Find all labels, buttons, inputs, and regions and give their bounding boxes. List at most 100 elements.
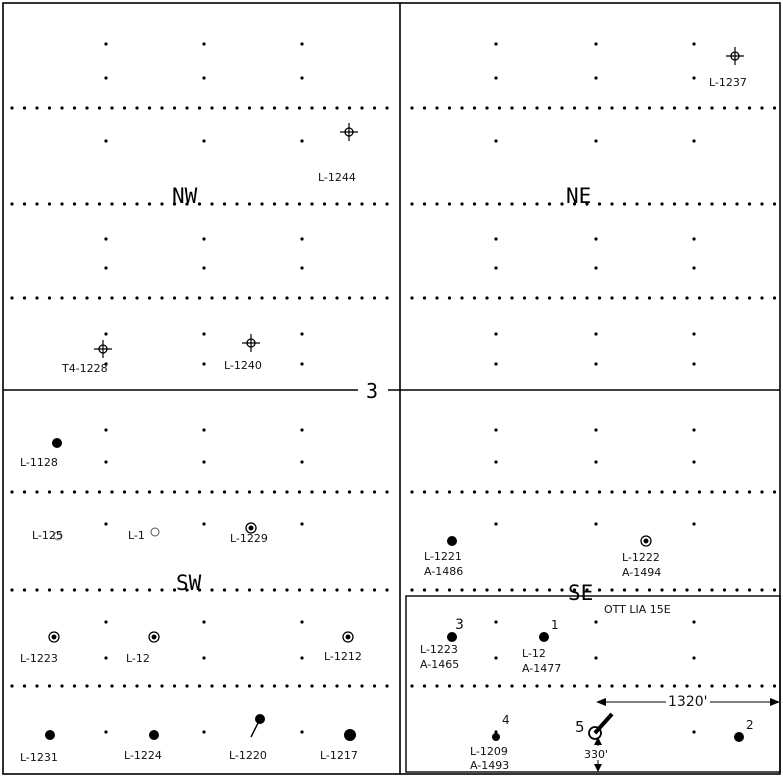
well-label: L-125 [32,529,63,542]
grid-dot [197,106,202,110]
grid-dot [210,684,214,688]
grid-dot [447,106,452,110]
grid-dot [672,202,677,206]
grid-dot [135,684,139,688]
grid-dot [472,106,477,110]
grid-dot [122,684,127,688]
grid-dot [360,296,364,300]
grid-dot [510,106,514,110]
grid-dot [222,106,227,110]
grid-dot [497,202,502,206]
grid-dot [747,588,752,592]
grid-dot [460,588,464,592]
well-label: L-1229 [230,532,268,545]
grid-dot [672,490,677,494]
grid-dot [610,490,614,494]
grid-dot [535,106,539,110]
grid-dot [10,106,14,110]
grid-dot [247,296,252,300]
grid-dot [202,42,206,46]
grid-dot [160,202,164,206]
grid-dot [610,684,614,688]
grid-dot [672,588,677,592]
grid-dot [692,332,696,336]
grid-dot [97,106,102,110]
grid-dot [104,362,108,366]
grid-dot [347,296,352,300]
grid-dot [560,202,564,206]
grid-dot [372,684,377,688]
grid-dot [222,490,227,494]
grid-dot [410,588,414,592]
grid-dot [722,106,727,110]
grid-dot [202,522,206,526]
grid-dot [747,296,752,300]
grid-dot [692,76,696,80]
grid-dot [422,490,427,494]
grid-dot [692,237,696,241]
grid-dot [472,588,477,592]
grid-dot [594,656,598,660]
grid-dot [735,588,739,592]
dimension-label-bg [582,746,616,760]
well-label: L-1244 [318,171,356,184]
grid-dot [272,684,277,688]
grid-dot [297,106,302,110]
grid-dot [72,588,77,592]
grid-dot [494,139,498,143]
grid-dot [97,684,102,688]
grid-dot [522,588,527,592]
grid-dot [160,588,164,592]
grid-dot [635,490,639,494]
grid-dot [447,684,452,688]
well-location-icon [726,47,744,65]
grid-dot [622,106,627,110]
grid-dot [35,202,39,206]
grid-dot [300,620,304,624]
grid-dot [585,202,589,206]
grid-dot [60,588,64,592]
grid-dot [235,106,239,110]
grid-dot [435,588,439,592]
grid-dot [597,588,602,592]
grid-dot [635,296,639,300]
grid-dot [247,490,252,494]
oil-well-icon [45,730,55,740]
arrow-down-icon [594,764,602,772]
grid-dot [485,106,489,110]
grid-dot [747,490,752,494]
grid-dot [722,202,727,206]
grid-dot [104,656,108,660]
gas-oil-well-icon [640,535,652,547]
grid-dot [697,588,702,592]
grid-dot [335,684,339,688]
grid-dot [497,588,502,592]
grid-dot [300,428,304,432]
well-label: L-1209 [470,745,508,758]
grid-dot [722,588,727,592]
grid-dot [497,684,502,688]
grid-dot [202,656,206,660]
grid-dot [122,106,127,110]
grid-dot [385,106,389,110]
grid-dot [104,522,108,526]
grid-dot [585,296,589,300]
well-label-secondary: A-1465 [420,658,459,671]
well-label: L-1237 [709,76,747,89]
well-label: L-1224 [124,749,162,762]
grid-dot [202,362,206,366]
well-label: L-1212 [324,650,362,663]
arrow-up-icon [594,737,602,745]
grid-dot [585,490,589,494]
grid-dot [235,490,239,494]
grid-dot [660,490,664,494]
oil-well-icon [149,730,159,740]
grid-dot [260,490,264,494]
grid-dot [685,684,689,688]
grid-dot [210,490,214,494]
grid-dot [202,139,206,143]
grid-dot [610,106,614,110]
grid-dot [22,490,27,494]
well-label: L-1222 [622,551,660,564]
